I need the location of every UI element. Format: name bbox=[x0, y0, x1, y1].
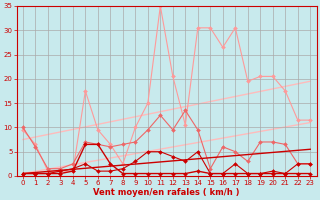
X-axis label: Vent moyen/en rafales ( km/h ): Vent moyen/en rafales ( km/h ) bbox=[93, 188, 240, 197]
